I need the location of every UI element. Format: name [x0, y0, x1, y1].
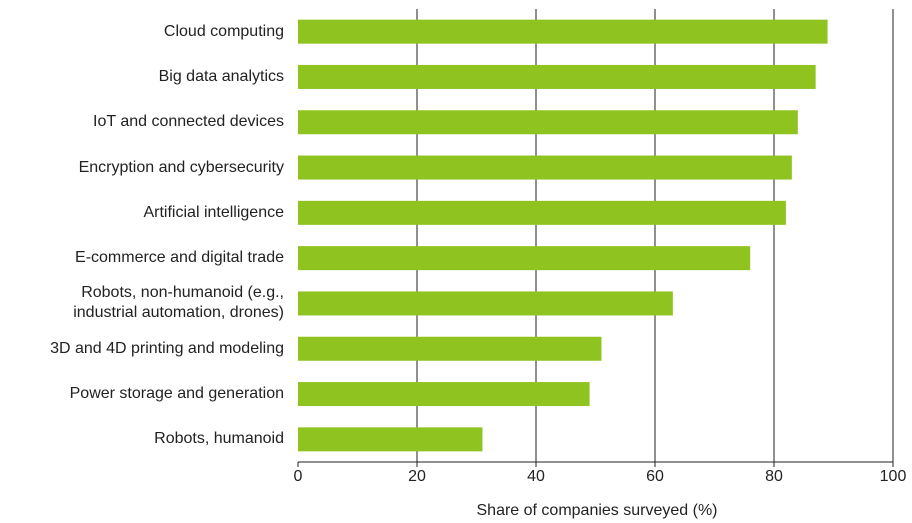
- bar: [298, 110, 798, 135]
- bar: [298, 382, 590, 407]
- bar: [298, 246, 751, 271]
- x-tick-label: 100: [880, 468, 907, 485]
- y-tick-label: Cloud computing: [163, 22, 284, 40]
- y-tick-label: Artificial intelligence: [143, 203, 284, 221]
- bar: [298, 64, 816, 89]
- x-tick-label: 80: [765, 468, 783, 485]
- bar: [298, 291, 673, 316]
- bar: [298, 336, 602, 361]
- x-tick-label: 0: [294, 468, 303, 485]
- bar: [298, 155, 792, 180]
- y-tick-label: Power storage and generation: [69, 385, 284, 403]
- bar: [298, 200, 786, 225]
- y-tick-label: Robots, non-humanoid (e.g., industrial a…: [73, 284, 284, 322]
- x-tick-label: 20: [408, 468, 426, 485]
- bar: [298, 19, 828, 44]
- y-tick-label: 3D and 4D printing and modeling: [50, 339, 284, 357]
- y-tick-label: Encryption and cybersecurity: [78, 158, 284, 176]
- y-tick-label: Robots, humanoid: [154, 430, 284, 448]
- y-tick-label: E-commerce and digital trade: [75, 249, 284, 267]
- x-axis-label: Share of companies surveyed (%): [477, 502, 718, 519]
- x-tick-label: 40: [527, 468, 545, 485]
- y-tick-label: Big data analytics: [158, 67, 284, 85]
- bar: [298, 427, 483, 452]
- x-tick-label: 60: [646, 468, 664, 485]
- y-tick-label: IoT and connected devices: [93, 113, 284, 131]
